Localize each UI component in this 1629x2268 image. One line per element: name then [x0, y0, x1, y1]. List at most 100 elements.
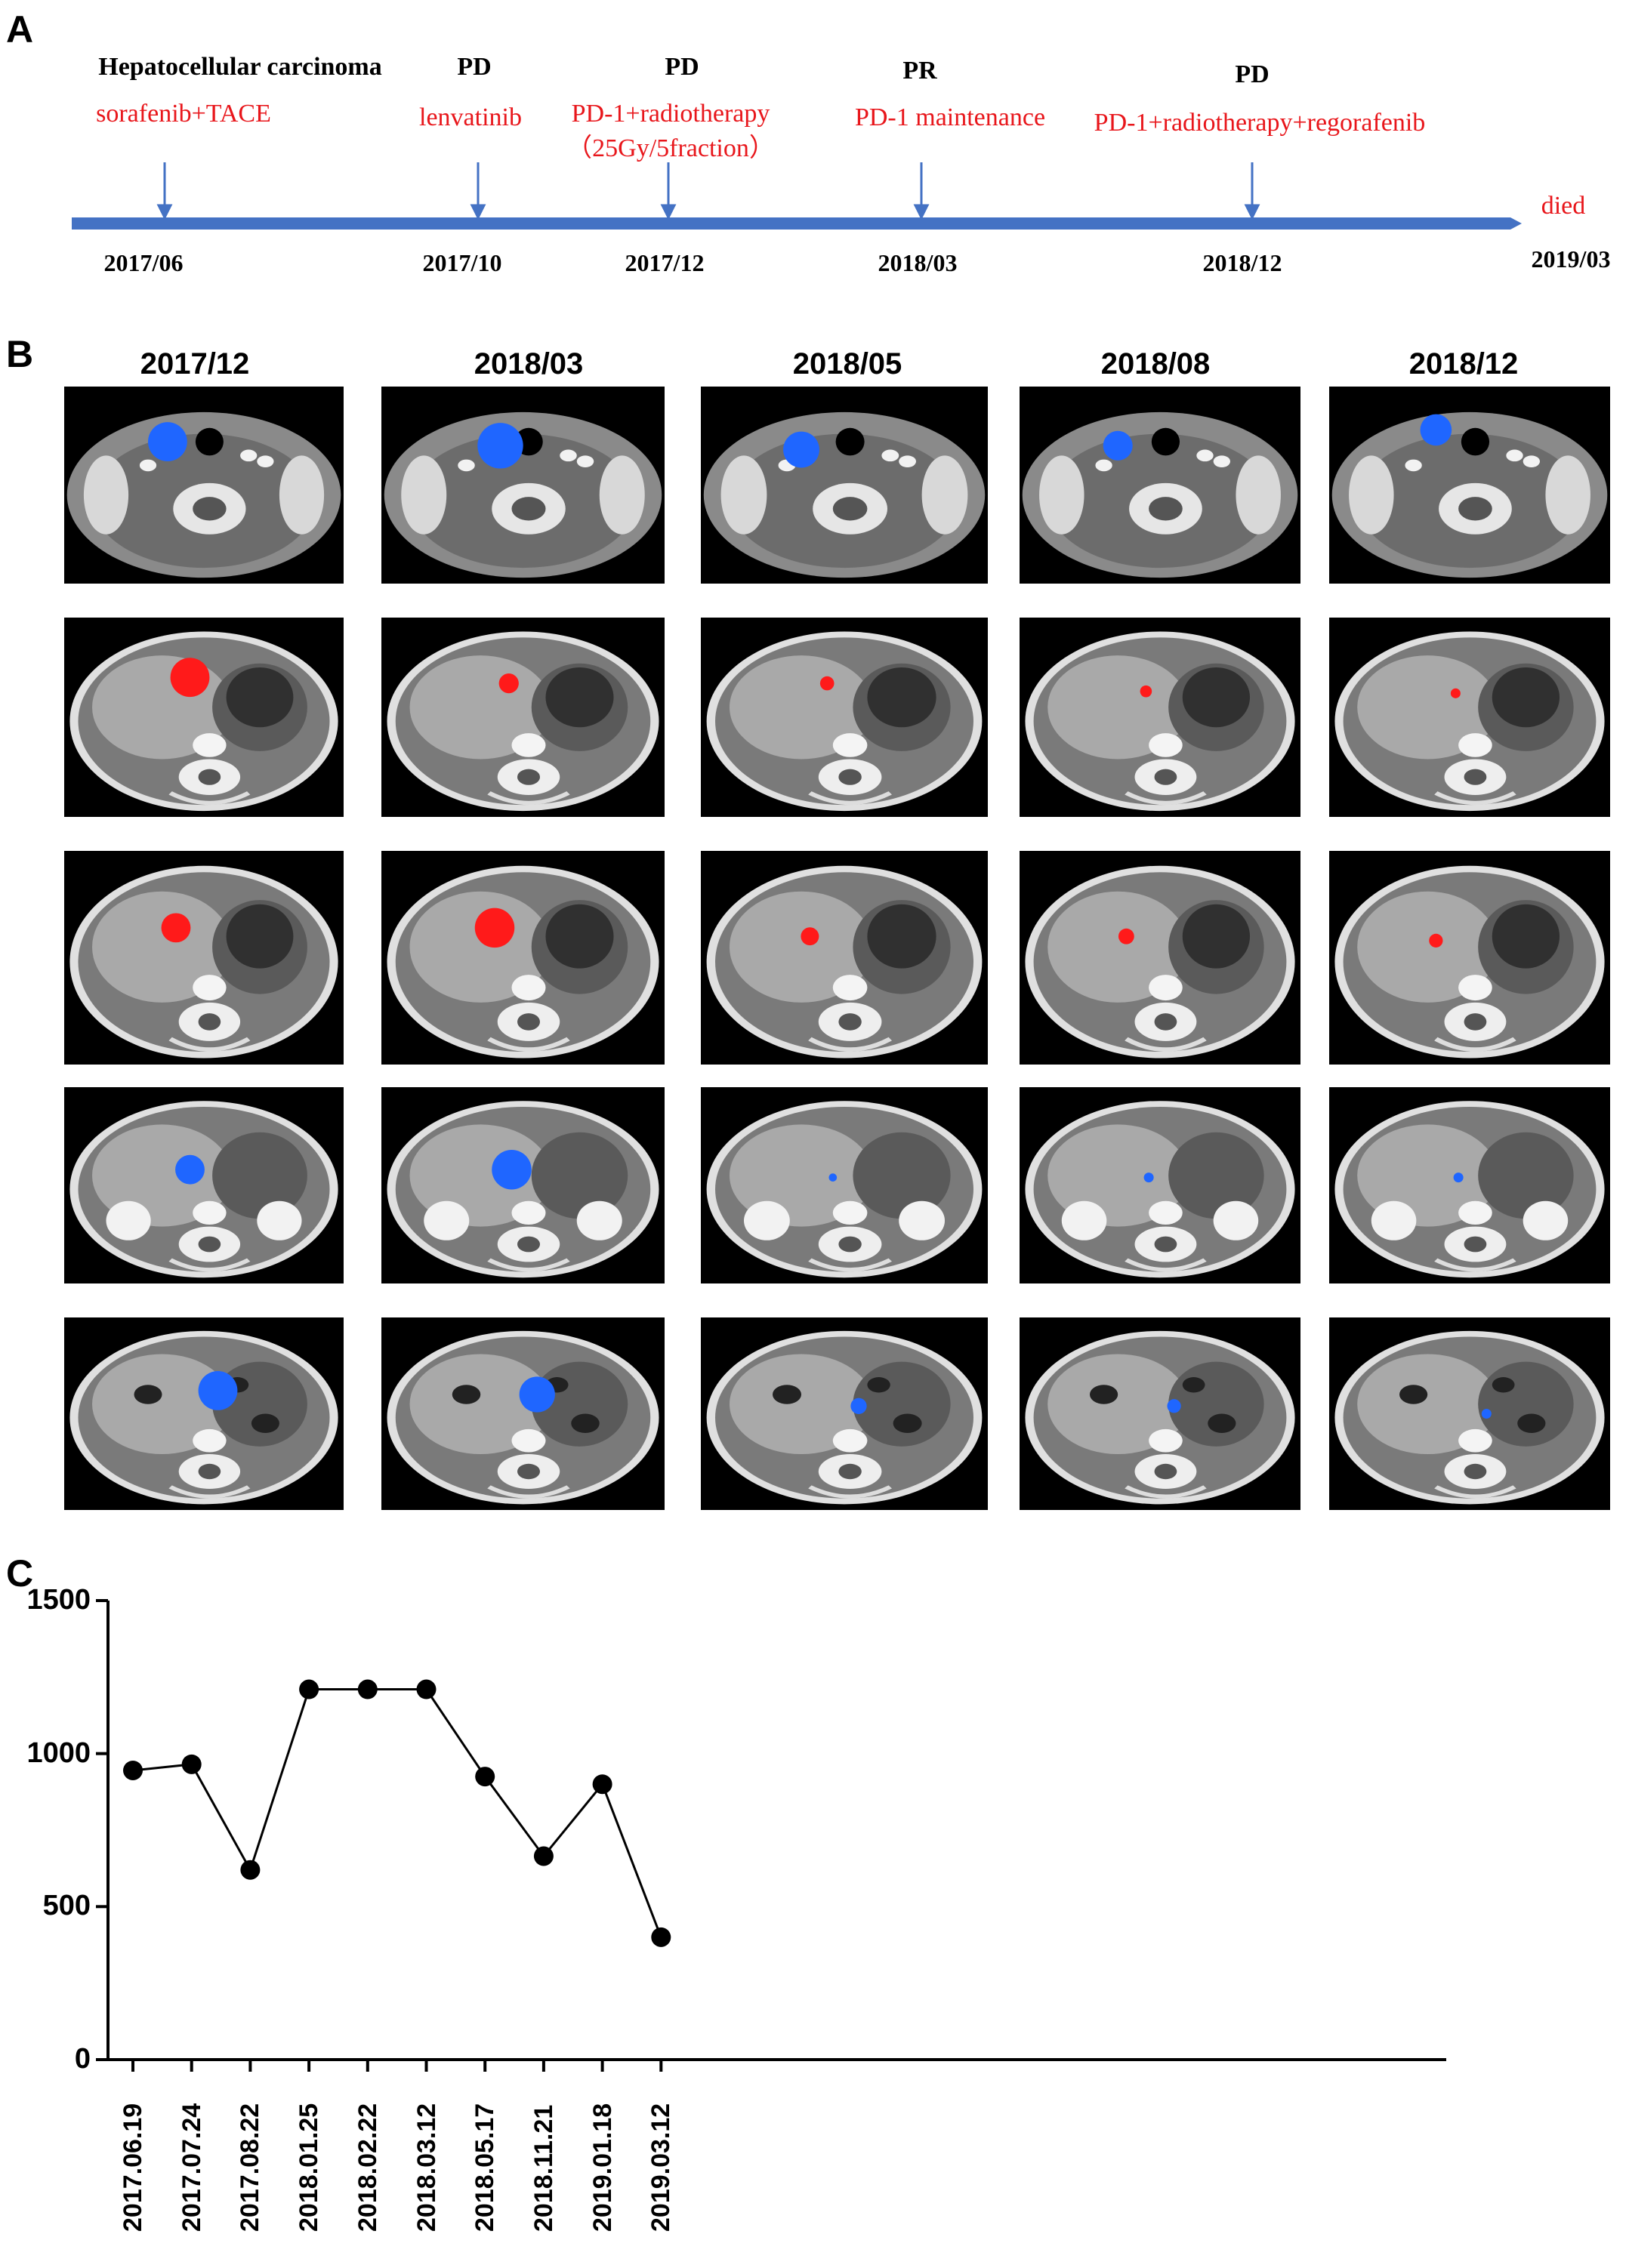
ct-scan-image [381, 1317, 665, 1510]
x-tick-label: 2017.07.24 [177, 2103, 206, 2232]
lesion-marker [801, 927, 819, 946]
lesion-marker [148, 422, 187, 461]
y-tick-label: 0 [74, 2043, 91, 2075]
timeline-event-head: PD [1235, 60, 1270, 88]
lesion-marker [198, 1371, 238, 1410]
x-tick-label: 2019.01.18 [588, 2103, 617, 2232]
x-tick-label: 2018.03.12 [412, 2103, 441, 2232]
ct-scan-image [1020, 618, 1300, 817]
timeline-event-head: PR [902, 57, 937, 85]
lesion-marker [492, 1149, 532, 1190]
timeline-event-head: PD [665, 53, 699, 81]
ct-column-header: 2018/08 [1100, 347, 1211, 381]
ct-scan-image [701, 618, 988, 817]
timeline-event-date: 2017/10 [422, 249, 502, 276]
ct-scan-image [1329, 851, 1610, 1065]
lesion-marker [1481, 1408, 1492, 1419]
x-tick-label: 2018.02.22 [353, 2103, 382, 2232]
timeline-event-head: Hepatocellular carcinoma [98, 53, 382, 81]
ct-scan-image [701, 851, 988, 1065]
data-point [299, 1679, 319, 1699]
timeline-event-treatment: PD-1+radiotherapy [571, 100, 770, 128]
data-point [357, 1679, 378, 1699]
lesion-marker [474, 908, 515, 948]
data-point [240, 1860, 261, 1880]
lesion-marker [1143, 1173, 1154, 1183]
panel-label-b: B [6, 333, 34, 375]
ct-scan-image [64, 618, 344, 817]
timeline-event-date: 2018/12 [1202, 249, 1282, 276]
lesion-marker [170, 658, 210, 698]
ct-scan-image [1329, 618, 1610, 817]
ct-scan-image [381, 618, 665, 817]
ct-scan-image [701, 1087, 988, 1283]
panel-label-c: C [6, 1552, 34, 1595]
timeline-event-date: 2017/12 [625, 249, 705, 276]
line-chart: 1500 1000 500 0 2017.06.19 2017.07.24 2017.08.… [0, 1584, 1629, 2268]
ct-scan-image [1329, 1317, 1610, 1510]
timeline-end-label: died [1541, 192, 1586, 220]
ct-scan-image [64, 1317, 344, 1510]
x-tick-label: 2018.05.17 [470, 2103, 500, 2232]
lesion-marker [1429, 933, 1443, 948]
ct-scan-image [1329, 387, 1610, 584]
series-line [132, 1688, 662, 1938]
timeline-event-treatment: PD-1 maintenance [854, 103, 1046, 131]
x-tick-label: 2017.06.19 [119, 2103, 147, 2232]
ct-scan-image [64, 1087, 344, 1283]
ct-column-header: 2018/12 [1408, 347, 1519, 381]
lesion-marker [1140, 685, 1152, 698]
y-tick-label: 1000 [26, 1736, 91, 1769]
ct-column-header: 2017/12 [140, 347, 250, 381]
lesion-marker [477, 423, 523, 469]
timeline-event-date: 2017/06 [103, 249, 184, 276]
lesion-marker [161, 913, 191, 943]
data-point [181, 1754, 202, 1774]
ct-scan-image [1329, 1087, 1610, 1283]
lesion-marker [850, 1397, 867, 1414]
lesion-marker [828, 1173, 838, 1182]
ct-scan-image [1020, 851, 1300, 1065]
ct-scan-image [701, 1317, 988, 1510]
lesion-marker [1453, 1173, 1464, 1183]
ct-scan-image [64, 387, 344, 584]
timeline-event-treatment-detail: （25Gy/5fraction） [566, 134, 775, 162]
x-tick-label: 2017.08.22 [236, 2103, 265, 2232]
ct-scan-image [1020, 1317, 1300, 1510]
lesion-marker [1103, 430, 1133, 461]
x-tick-label: 2018.11.21 [529, 2104, 558, 2232]
lesion-marker [1450, 688, 1461, 698]
timeline-axis [72, 162, 1522, 230]
ct-scan-image [1020, 387, 1300, 584]
ct-column-header: 2018/03 [474, 347, 584, 381]
data-point [533, 1846, 554, 1866]
ct-scan-image [701, 387, 988, 584]
lesion-marker [519, 1376, 555, 1413]
ct-scan-image [381, 387, 665, 584]
timeline-end-date: 2019/03 [1531, 245, 1611, 273]
panel-label-a: A [6, 8, 34, 51]
ct-column-header: 2018/05 [792, 347, 902, 381]
ct-scan-image [64, 851, 344, 1065]
lesion-marker [498, 673, 519, 694]
data-point [592, 1774, 612, 1795]
lesion-marker [1167, 1399, 1181, 1413]
lesion-marker [1420, 414, 1452, 446]
data-point [416, 1679, 437, 1699]
lesion-marker [783, 431, 819, 468]
timeline-event-date: 2018/03 [878, 249, 958, 276]
timeline-event-treatment: PD-1+radiotherapy+regorafenib [1094, 109, 1426, 137]
y-tick-label: 1500 [26, 1584, 91, 1616]
chart-plot [96, 1599, 1446, 2072]
ct-scan-image [381, 851, 665, 1065]
lesion-marker [1118, 928, 1134, 944]
timeline-event-treatment: sorafenib+TACE [96, 100, 271, 128]
data-point [475, 1767, 495, 1787]
data-point [651, 1927, 671, 1947]
timeline-event-head: PD [457, 53, 492, 81]
x-tick-label: 2018.01.25 [295, 2103, 324, 2232]
ct-scan-image [1020, 1087, 1300, 1283]
ct-scan-image [381, 1087, 665, 1283]
y-tick-label: 500 [42, 1890, 91, 1922]
lesion-marker [819, 676, 835, 691]
